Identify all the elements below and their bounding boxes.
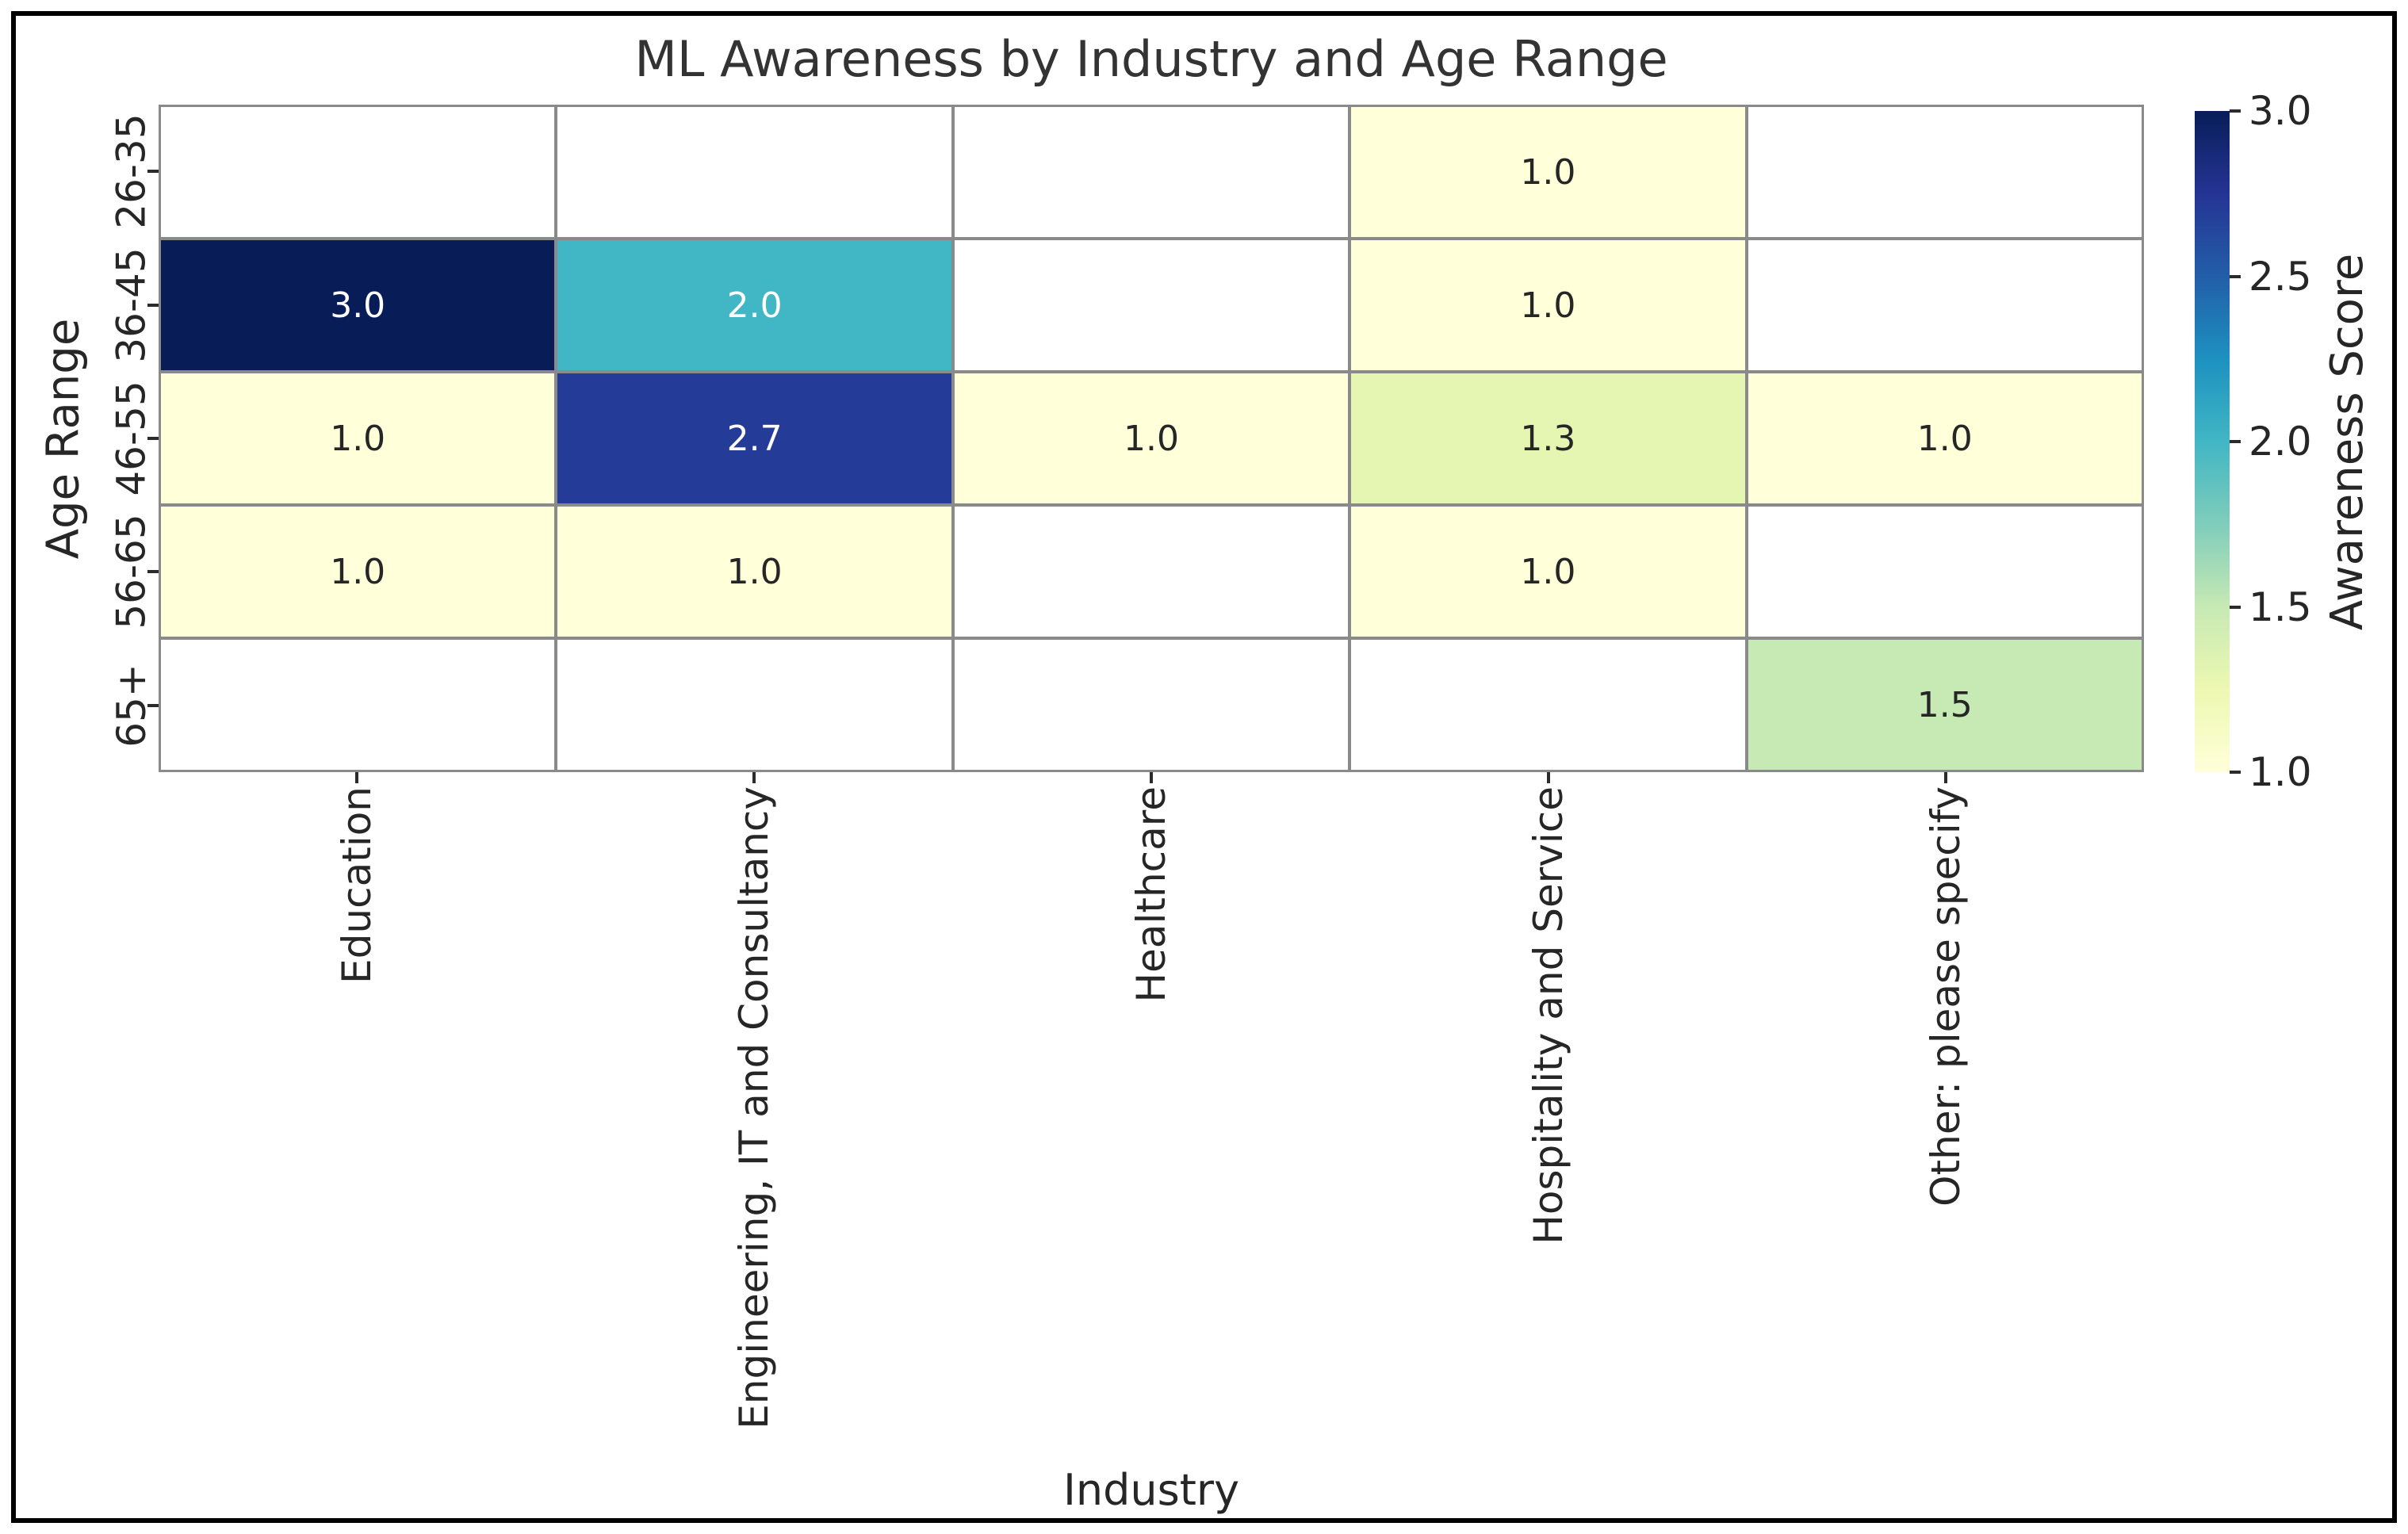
heatmap-cell-46-55-2: 2.7 xyxy=(557,373,951,503)
y-tick-mark xyxy=(147,303,159,307)
cell-value: 1.0 xyxy=(726,551,783,592)
heatmap-cell-56-65-4: 1.0 xyxy=(1351,507,1745,637)
heatmap-cell-65+-1 xyxy=(161,640,555,770)
y-tick-label-text: 36-45 xyxy=(109,247,155,363)
colorbar-tick-label-3.0: 3.0 xyxy=(2249,88,2312,134)
y-tick-mark xyxy=(147,703,159,707)
heatmap-cell-56-65-3 xyxy=(954,507,1349,637)
y-tick-mark xyxy=(147,570,159,574)
x-tick-label-text: Engineering, IT and Consultancy xyxy=(731,786,778,1429)
heatmap-cell-46-55-3: 1.0 xyxy=(954,373,1349,503)
heatmap-cell-26-35-3 xyxy=(954,107,1349,237)
cell-value: 1.3 xyxy=(1520,418,1576,459)
y-tick-label-text: 56-65 xyxy=(109,514,155,630)
y-tick-mark xyxy=(147,437,159,440)
y-tick-mark xyxy=(147,170,159,174)
colorbar-tick-mark xyxy=(2230,109,2241,113)
x-tick-mark xyxy=(1150,772,1153,783)
heatmap-cell-46-55-4: 1.3 xyxy=(1351,373,1745,503)
colorbar-tick-label-1.0: 1.0 xyxy=(2249,749,2312,795)
x-tick-label-text: Education xyxy=(334,786,381,984)
heatmap-cell-65+-5: 1.5 xyxy=(1748,640,2142,770)
y-axis-label-text: Age Range xyxy=(37,318,90,559)
colorbar-tick-mark xyxy=(2230,274,2241,278)
x-axis-label: Industry xyxy=(1062,1465,1240,1515)
x-tick-mark xyxy=(1546,772,1550,783)
heatmap-grid: 1.0 3.0 2.0 1.0 1.0 2.7 1.0 1.3 1.0 1.0 1.0 1.0 1.5 xyxy=(159,105,2144,772)
cell-value: 1.0 xyxy=(330,551,386,592)
y-axis-label: Age Range xyxy=(37,105,90,772)
heatmap-cell-56-65-1: 1.0 xyxy=(161,507,555,637)
cell-value: 2.7 xyxy=(726,418,783,459)
x-tick-mark xyxy=(355,772,359,783)
colorbar-tick-mark xyxy=(2230,605,2241,609)
cell-value: 2.0 xyxy=(726,285,783,326)
heatmap-cell-36-45-5 xyxy=(1748,240,2142,370)
colorbar-tick-mark xyxy=(2230,771,2241,774)
colorbar xyxy=(2195,111,2230,772)
y-tick-label-text: 46-55 xyxy=(109,381,155,496)
x-tick-mark xyxy=(1943,772,1947,783)
heatmap-cell-26-35-2 xyxy=(557,107,951,237)
cell-value: 1.0 xyxy=(1520,151,1576,193)
cell-value: 1.0 xyxy=(1520,551,1576,592)
plot-area: 1.0 3.0 2.0 1.0 1.0 2.7 1.0 1.3 1.0 1.0 1.0 1.0 1.5 xyxy=(159,105,2144,772)
y-tick-label-text: 26-35 xyxy=(109,113,155,229)
heatmap-cell-26-35-4: 1.0 xyxy=(1351,107,1745,237)
heatmap-cell-36-45-1: 3.0 xyxy=(161,240,555,370)
colorbar-label: Awareness Score xyxy=(2320,111,2375,772)
cell-value: 1.0 xyxy=(330,418,386,459)
x-tick-mark xyxy=(752,772,756,783)
cell-value: 1.5 xyxy=(1916,684,1973,725)
y-tick-label-text: 65+ xyxy=(109,664,155,748)
cell-value: 1.0 xyxy=(1520,285,1576,326)
chart-title: ML Awareness by Industry and Age Range xyxy=(634,30,1668,88)
heatmap-cell-56-65-2: 1.0 xyxy=(557,507,951,637)
heatmap-cell-65+-3 xyxy=(954,640,1349,770)
x-tick-label-text: Healthcare xyxy=(1128,786,1174,1003)
heatmap-cell-36-45-3 xyxy=(954,240,1349,370)
heatmap-cell-26-35-5 xyxy=(1748,107,2142,237)
heatmap-cell-65+-2 xyxy=(557,640,951,770)
cell-value: 3.0 xyxy=(330,285,386,326)
x-tick-label-text: Other: please specify xyxy=(1922,786,1969,1207)
heatmap-cell-36-45-2: 2.0 xyxy=(557,240,951,370)
cell-value: 1.0 xyxy=(1916,418,1973,459)
heatmap-cell-36-45-4: 1.0 xyxy=(1351,240,1745,370)
heatmap-cell-26-35-1 xyxy=(161,107,555,237)
colorbar-tick-label-1.5: 1.5 xyxy=(2249,583,2312,630)
cell-value: 1.0 xyxy=(1124,418,1179,459)
colorbar-tick-label-2.0: 2.0 xyxy=(2249,419,2312,465)
heatmap-cell-56-65-5 xyxy=(1748,507,2142,637)
colorbar-tick-label-2.5: 2.5 xyxy=(2249,253,2312,300)
x-tick-label-text: Hospitality and Service xyxy=(1525,786,1572,1245)
heatmap-cell-65+-4 xyxy=(1351,640,1745,770)
colorbar-tick-mark xyxy=(2230,440,2241,443)
colorbar-label-text: Awareness Score xyxy=(2322,253,2374,630)
heatmap-cell-46-55-1: 1.0 xyxy=(161,373,555,503)
heatmap-cell-46-55-5: 1.0 xyxy=(1748,373,2142,503)
